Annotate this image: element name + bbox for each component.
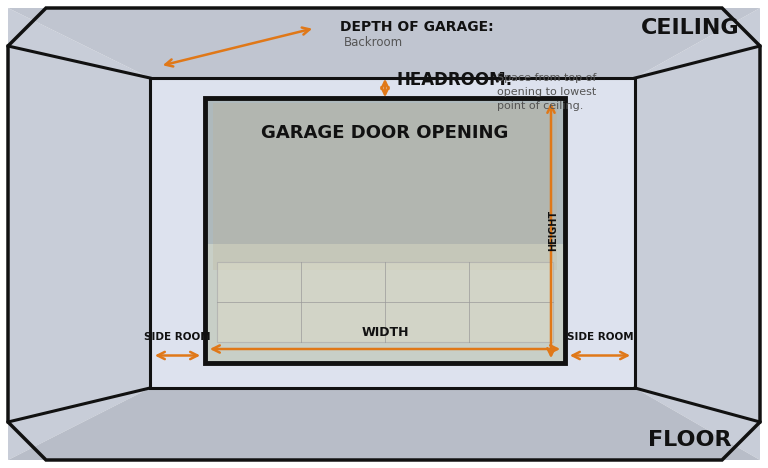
Polygon shape <box>8 8 760 78</box>
Text: SIDE ROOM: SIDE ROOM <box>144 332 210 343</box>
Text: HEADROOM:: HEADROOM: <box>397 71 513 89</box>
Text: GARAGE DOOR OPENING: GARAGE DOOR OPENING <box>261 124 508 142</box>
Polygon shape <box>217 262 553 342</box>
Text: FLOOR: FLOOR <box>648 430 732 450</box>
Polygon shape <box>205 98 565 244</box>
Polygon shape <box>150 78 635 388</box>
Text: SIDE ROOM: SIDE ROOM <box>567 332 634 343</box>
Polygon shape <box>205 98 565 363</box>
Text: Space from top of
opening to lowest
point of ceiling.: Space from top of opening to lowest poin… <box>497 73 597 111</box>
Polygon shape <box>8 8 150 460</box>
Text: HEIGHT: HEIGHT <box>548 210 558 251</box>
Text: WIDTH: WIDTH <box>361 327 409 339</box>
Text: Backroom: Backroom <box>344 36 403 49</box>
Text: DEPTH OF GARAGE:: DEPTH OF GARAGE: <box>340 20 494 34</box>
Polygon shape <box>8 388 760 460</box>
Polygon shape <box>213 103 557 270</box>
Text: CEILING: CEILING <box>641 18 740 38</box>
Polygon shape <box>635 8 760 460</box>
